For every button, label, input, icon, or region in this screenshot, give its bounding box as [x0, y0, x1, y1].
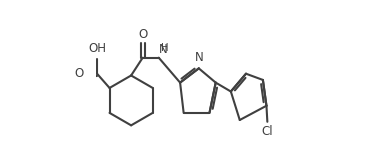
Text: Cl: Cl	[262, 125, 273, 138]
Text: H: H	[161, 43, 168, 53]
Text: N: N	[159, 43, 168, 56]
Text: OH: OH	[88, 42, 106, 55]
Text: N: N	[195, 51, 203, 64]
Text: O: O	[74, 67, 84, 80]
Text: O: O	[138, 28, 147, 41]
